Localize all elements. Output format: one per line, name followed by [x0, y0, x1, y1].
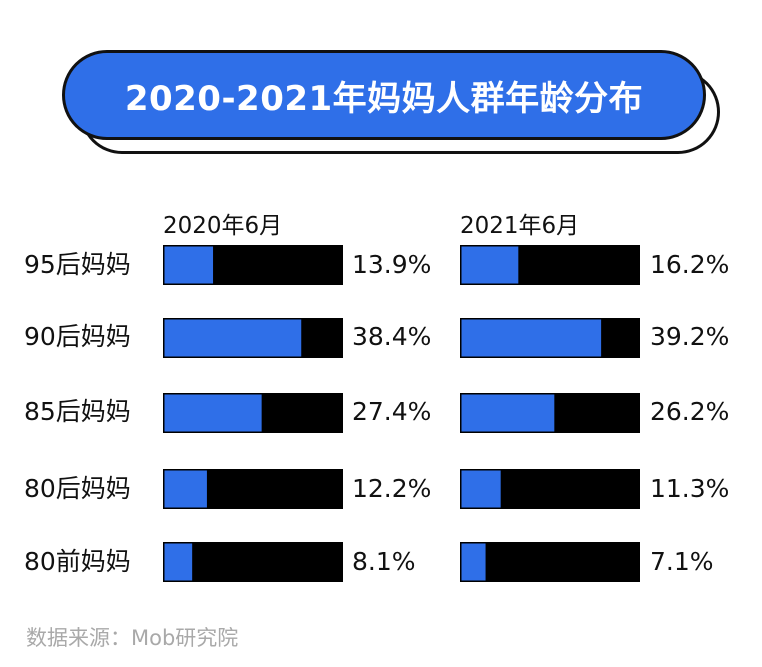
bar-fill [461, 319, 602, 357]
category-label: 90后妈妈 [24, 322, 131, 351]
data-label: 11.3% [650, 474, 730, 503]
source-note: 数据来源：Mob研究院 [26, 626, 239, 650]
bar-fill [461, 394, 555, 432]
data-label: 13.9% [352, 250, 432, 279]
series-label-2021: 2021年6月 [460, 213, 580, 239]
category-label: 95后妈妈 [24, 250, 131, 279]
category-label: 85后妈妈 [24, 397, 131, 426]
bar-fill [164, 394, 262, 432]
data-label: 12.2% [352, 474, 432, 503]
data-label: 16.2% [650, 250, 730, 279]
data-label: 38.4% [352, 322, 432, 351]
bar-track [460, 542, 640, 582]
data-label: 27.4% [352, 397, 432, 426]
bar-fill [164, 543, 193, 581]
category-label: 80后妈妈 [24, 474, 131, 503]
chart-title: 2020-2021年妈妈人群年龄分布 [124, 78, 644, 119]
data-label: 7.1% [650, 547, 714, 576]
bar-fill [164, 319, 302, 357]
bar-track [163, 542, 343, 582]
category-label: 80前妈妈 [24, 547, 131, 576]
series-label-2020: 2020年6月 [163, 213, 283, 239]
data-label: 8.1% [352, 547, 416, 576]
bar-fill [164, 246, 214, 284]
title-banner: 2020-2021年妈妈人群年龄分布 [62, 50, 706, 140]
data-label: 39.2% [650, 322, 730, 351]
bar-fill [461, 470, 501, 508]
bar-fill [164, 470, 207, 508]
bar-fill [461, 246, 519, 284]
bar-fill [461, 543, 486, 581]
data-label: 26.2% [650, 397, 730, 426]
